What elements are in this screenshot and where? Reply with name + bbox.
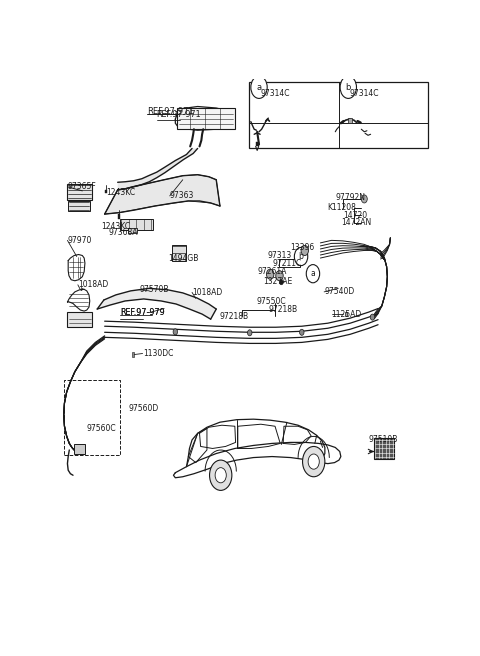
Text: 97261A: 97261A xyxy=(257,267,287,276)
Bar xyxy=(118,214,120,219)
Text: REF.97-971: REF.97-971 xyxy=(147,107,194,116)
Bar xyxy=(105,190,107,194)
Bar xyxy=(132,352,134,357)
Text: 97218B: 97218B xyxy=(268,305,298,314)
Circle shape xyxy=(251,76,267,98)
Circle shape xyxy=(279,279,283,285)
Circle shape xyxy=(276,271,283,281)
Bar xyxy=(67,184,92,200)
Circle shape xyxy=(340,76,357,98)
Circle shape xyxy=(308,454,319,469)
Bar xyxy=(348,118,352,123)
Circle shape xyxy=(300,329,304,335)
Text: 13396: 13396 xyxy=(290,243,315,253)
Circle shape xyxy=(248,330,252,336)
Text: 97560D: 97560D xyxy=(129,403,159,413)
Bar xyxy=(177,108,235,129)
Bar xyxy=(68,201,90,211)
Text: 97970: 97970 xyxy=(67,236,92,245)
Text: 1018AD: 1018AD xyxy=(78,280,108,289)
Polygon shape xyxy=(105,174,220,214)
Bar xyxy=(279,258,300,266)
Bar xyxy=(128,228,137,233)
Text: 97540D: 97540D xyxy=(324,287,354,297)
Text: 97314C: 97314C xyxy=(349,89,379,98)
Text: 97792N: 97792N xyxy=(335,193,365,202)
Bar xyxy=(172,245,186,260)
Bar xyxy=(120,219,153,230)
Text: REF.97-979: REF.97-979 xyxy=(120,308,165,317)
Text: 97365F: 97365F xyxy=(67,182,96,192)
Text: 97368A: 97368A xyxy=(108,228,138,237)
Bar xyxy=(64,380,120,455)
Polygon shape xyxy=(118,148,198,190)
Text: 1472AN: 1472AN xyxy=(341,218,371,227)
Bar xyxy=(374,438,395,459)
Text: REF.97-971: REF.97-971 xyxy=(156,110,201,119)
Circle shape xyxy=(301,245,309,255)
Text: 1125AD: 1125AD xyxy=(331,310,361,319)
Bar xyxy=(249,82,428,148)
Circle shape xyxy=(302,447,325,477)
Circle shape xyxy=(294,247,308,266)
Circle shape xyxy=(306,264,320,283)
Bar xyxy=(256,142,259,146)
Text: b: b xyxy=(299,252,303,261)
Text: 1243KC: 1243KC xyxy=(107,188,136,197)
Text: 97314C: 97314C xyxy=(261,89,290,98)
Circle shape xyxy=(210,460,232,491)
Text: 97218B: 97218B xyxy=(220,312,249,321)
Text: 97363: 97363 xyxy=(170,192,194,200)
Text: a: a xyxy=(256,83,262,92)
Text: 97550C: 97550C xyxy=(256,297,286,306)
Text: 97570B: 97570B xyxy=(140,285,169,295)
Bar xyxy=(345,312,347,316)
Circle shape xyxy=(173,329,178,335)
Text: 1243KC: 1243KC xyxy=(101,222,130,231)
Polygon shape xyxy=(97,289,216,319)
Text: K11208: K11208 xyxy=(327,203,356,212)
Text: REF.97-979: REF.97-979 xyxy=(120,308,165,317)
Text: 97510B: 97510B xyxy=(369,436,398,444)
Circle shape xyxy=(370,314,375,320)
Text: a: a xyxy=(311,269,315,278)
Text: 97211C: 97211C xyxy=(272,258,301,268)
Circle shape xyxy=(266,269,274,279)
Text: 97313: 97313 xyxy=(267,251,292,260)
Text: 14720: 14720 xyxy=(344,211,368,220)
Bar xyxy=(74,444,84,453)
Bar xyxy=(67,312,92,327)
Text: b: b xyxy=(346,83,351,92)
Text: 97560C: 97560C xyxy=(87,424,117,433)
Circle shape xyxy=(215,468,226,483)
Circle shape xyxy=(361,195,367,203)
Text: 1327AE: 1327AE xyxy=(263,277,292,286)
Text: 1494GB: 1494GB xyxy=(168,253,198,262)
Text: 1018AD: 1018AD xyxy=(192,288,222,297)
Text: 1130DC: 1130DC xyxy=(144,349,174,358)
